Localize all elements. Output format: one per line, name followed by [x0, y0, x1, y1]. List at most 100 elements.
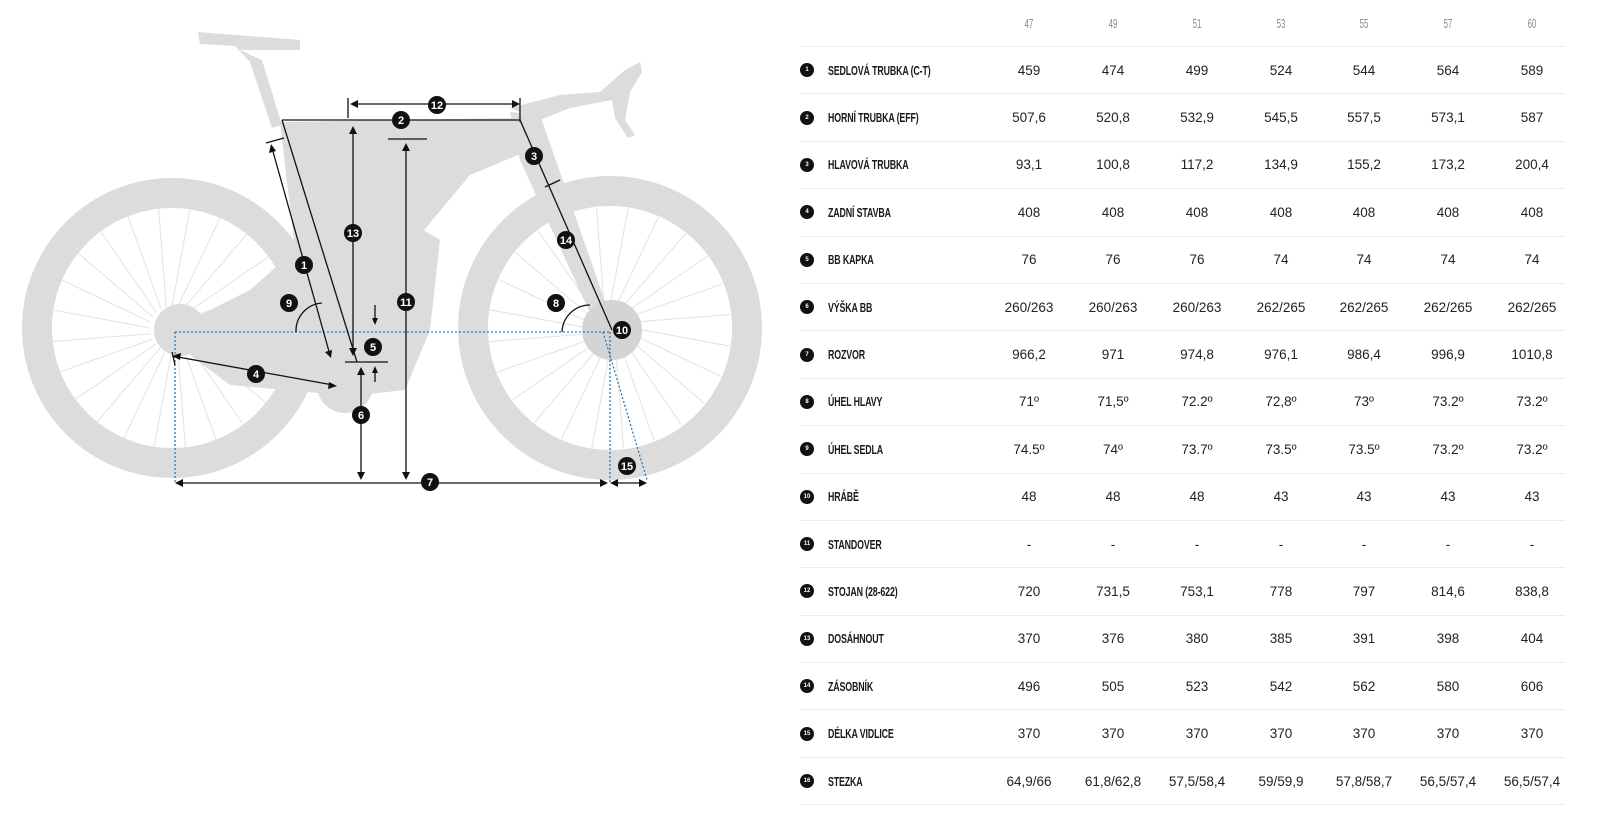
spoke [123, 349, 167, 440]
value-cell: 408 [1185, 204, 1209, 220]
size-header-55: 55 [1359, 15, 1369, 31]
value-cell: 370 [1017, 726, 1041, 742]
table-row: 12 STOJAN (28-622) 720 731,5 753,1 778 797 814,… [800, 568, 1565, 616]
row-number-badge: 2 [800, 110, 814, 125]
value-cell: 74 [1273, 252, 1289, 268]
marker-label: 5 [370, 342, 376, 354]
marker-label: 4 [253, 369, 260, 381]
spoke [498, 279, 589, 323]
size-header-47: 47 [1024, 15, 1034, 31]
marker-label: 12 [431, 100, 443, 112]
value-cell: 580 [1436, 678, 1460, 694]
value-cell: 971 [1101, 347, 1125, 363]
row-label: STOJAN (28-622) [828, 583, 898, 599]
marker-label: 1 [301, 260, 307, 272]
value-cell: 100,8 [1096, 157, 1130, 173]
spoke [628, 338, 705, 404]
value-cell: 73º [1354, 394, 1374, 410]
value-cell: 408 [1520, 204, 1544, 220]
spoke [158, 207, 167, 307]
row-number-badge: 10 [800, 489, 814, 504]
row-label: ZADNÍ STAVBA [828, 204, 891, 220]
spoke [596, 207, 605, 307]
marker-13: 13 [344, 224, 362, 242]
table-row: 4 ZADNÍ STAVBA 408 408 408 408 408 408 408 [800, 189, 1565, 237]
value-cell: 408 [1101, 204, 1125, 220]
value-cell: 71º [1019, 394, 1039, 410]
row-label: ÚHEL SEDLA [828, 441, 883, 457]
value-cell: 59/59,9 [1258, 773, 1304, 789]
spoke [497, 338, 592, 373]
value-cell: 56,5/57,4 [1503, 773, 1561, 789]
value-cell: 76 [1105, 252, 1121, 268]
value-cell: 986,4 [1347, 347, 1381, 363]
row-label: HLAVOVÁ TRUBKA [828, 157, 909, 173]
table-row: 10 HRÁBĚ 48 48 48 43 43 43 43 [800, 474, 1565, 521]
value-cell: 370 [1017, 631, 1041, 647]
value-cell: - [1361, 536, 1367, 552]
value-cell: 370 [1185, 726, 1209, 742]
row-number-badge: 13 [800, 631, 814, 646]
value-cell: - [1445, 536, 1451, 552]
marker-label: 2 [398, 115, 404, 127]
value-cell: 93,1 [1015, 157, 1043, 173]
value-cell: - [1278, 536, 1284, 552]
marker-label: 15 [621, 461, 633, 473]
size-header-53: 53 [1276, 15, 1286, 31]
size-header-60: 60 [1527, 15, 1537, 31]
geometry-table: 47 49 51 53 55 57 60 1 SEDLOVÁ TRUBKA (C-T) 459 4… [800, 0, 1565, 806]
value-cell: 43 [1356, 489, 1372, 505]
value-cell: 814,6 [1431, 583, 1465, 599]
frame [170, 118, 530, 395]
value-cell: 505 [1101, 678, 1125, 694]
value-cell: - [1194, 536, 1200, 552]
value-cell: 1010,8 [1511, 347, 1553, 363]
value-cell: 385 [1269, 631, 1293, 647]
row-label: VÝŠKA BB [828, 299, 873, 315]
table-row: 13 DOSÁHNOUT 370 376 380 385 391 398 404 [800, 616, 1565, 664]
value-cell: 57,8/58,7 [1335, 773, 1393, 789]
value-cell: 73.2º [1432, 441, 1464, 457]
value-cell: 557,5 [1347, 110, 1381, 126]
size-header-49: 49 [1108, 15, 1118, 31]
spoke [60, 279, 151, 323]
value-cell: 380 [1185, 631, 1209, 647]
table-row: 8 ÚHEL HLAVY 71º 71,5º 72.2º 72,8º 73º 73.2º 73.… [800, 379, 1565, 427]
row-label: BB KAPKA [828, 252, 874, 268]
value-cell: 797 [1352, 583, 1376, 599]
handlebar [510, 62, 642, 138]
value-cell: 262/265 [1256, 299, 1306, 315]
value-cell: 134,9 [1264, 157, 1298, 173]
value-cell: 260/263 [1088, 299, 1138, 315]
value-cell: 838,8 [1515, 583, 1549, 599]
row-number-badge: 8 [800, 394, 814, 409]
size-header-57: 57 [1443, 15, 1453, 31]
value-cell: 499 [1185, 62, 1209, 78]
value-cell: 408 [1436, 204, 1460, 220]
value-cell: 474 [1101, 62, 1125, 78]
row-label: DOSÁHNOUT [828, 631, 884, 647]
table-row: 14 ZÁSOBNÍK 496 505 523 542 562 580 606 [800, 663, 1565, 711]
value-cell: 532,9 [1180, 110, 1214, 126]
marker-label: 3 [531, 151, 537, 163]
value-cell: 260/263 [1004, 299, 1054, 315]
marker-9: 9 [280, 294, 298, 312]
spoke [620, 346, 655, 441]
spoke [561, 349, 605, 440]
spoke [515, 252, 592, 318]
marker-label: 9 [286, 298, 292, 310]
value-cell: 76 [1021, 252, 1037, 268]
marker-label: 7 [427, 477, 433, 489]
chainring [317, 357, 373, 413]
spoke [52, 309, 151, 329]
value-cell: 376 [1101, 631, 1125, 647]
value-cell: 43 [1440, 489, 1456, 505]
value-cell: 57,5/58,4 [1168, 773, 1226, 789]
seat-post-saddle [198, 32, 300, 128]
marker-label: 8 [553, 298, 559, 310]
value-cell: 524 [1269, 62, 1293, 78]
value-cell: 996,9 [1431, 347, 1465, 363]
marker-3: 3 [525, 147, 543, 165]
row-number-badge: 14 [800, 679, 814, 694]
